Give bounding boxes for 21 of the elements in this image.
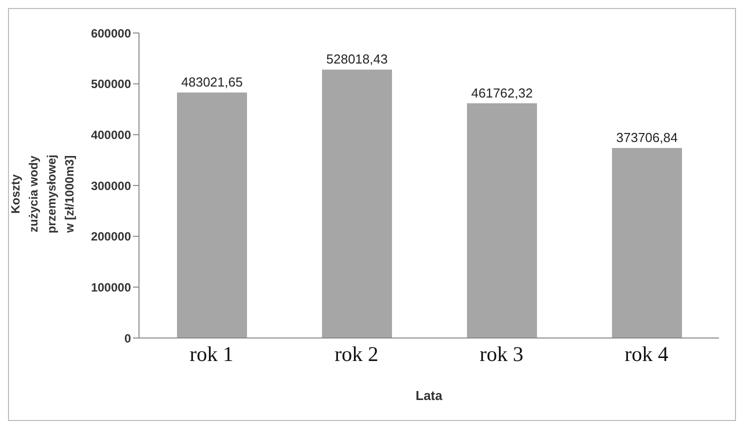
y-tick-label: 0 <box>124 331 132 346</box>
x-tick-label: rok 4 <box>624 342 669 366</box>
y-tick-label: 100000 <box>90 280 132 294</box>
y-tick-label: 400000 <box>90 128 132 142</box>
y-tick-label: 200000 <box>90 230 132 244</box>
y-axis-title: Koszty zużycia wody przemysłowej w [zł/1000m3] <box>7 154 77 234</box>
bar <box>177 92 247 338</box>
data-label: 461762,32 <box>471 85 533 100</box>
data-label: 528018,43 <box>326 52 388 67</box>
bar <box>467 103 537 338</box>
bar <box>322 70 392 338</box>
bar <box>612 148 682 338</box>
data-label: 483021,65 <box>181 74 243 90</box>
x-tick-label: rok 2 <box>334 342 378 366</box>
x-tick-label: rok 3 <box>480 342 524 366</box>
x-tick-label: rok 1 <box>190 342 234 366</box>
y-tick-label: 600000 <box>90 26 132 40</box>
y-tick-label: 300000 <box>90 178 132 193</box>
y-tick-label: 500000 <box>90 77 132 92</box>
data-label: 373706,84 <box>616 130 678 146</box>
x-axis-title: Lata <box>416 388 444 403</box>
